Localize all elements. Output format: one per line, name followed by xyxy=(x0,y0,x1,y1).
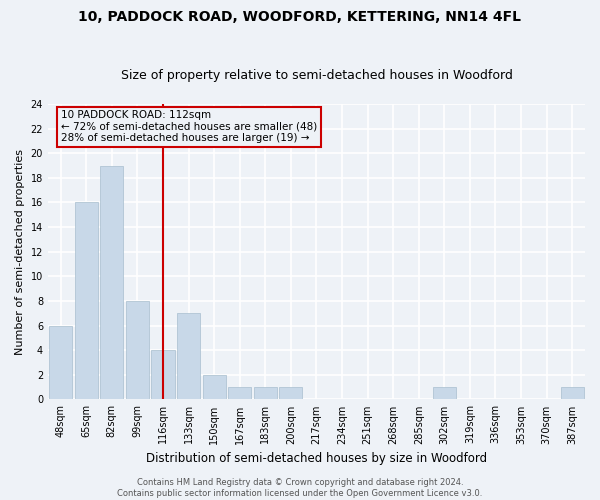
Bar xyxy=(177,314,200,400)
Text: 10, PADDOCK ROAD, WOODFORD, KETTERING, NN14 4FL: 10, PADDOCK ROAD, WOODFORD, KETTERING, N… xyxy=(79,10,521,24)
Bar xyxy=(126,301,149,400)
Bar xyxy=(49,326,72,400)
Bar xyxy=(203,375,226,400)
Bar xyxy=(228,387,251,400)
Bar xyxy=(433,387,456,400)
Bar xyxy=(75,202,98,400)
Text: Contains HM Land Registry data © Crown copyright and database right 2024.
Contai: Contains HM Land Registry data © Crown c… xyxy=(118,478,482,498)
Text: 10 PADDOCK ROAD: 112sqm
← 72% of semi-detached houses are smaller (48)
28% of se: 10 PADDOCK ROAD: 112sqm ← 72% of semi-de… xyxy=(61,110,317,144)
Bar xyxy=(151,350,175,400)
Bar xyxy=(100,166,124,400)
Y-axis label: Number of semi-detached properties: Number of semi-detached properties xyxy=(15,148,25,354)
X-axis label: Distribution of semi-detached houses by size in Woodford: Distribution of semi-detached houses by … xyxy=(146,452,487,465)
Title: Size of property relative to semi-detached houses in Woodford: Size of property relative to semi-detach… xyxy=(121,69,512,82)
Bar xyxy=(561,387,584,400)
Bar xyxy=(254,387,277,400)
Bar xyxy=(280,387,302,400)
